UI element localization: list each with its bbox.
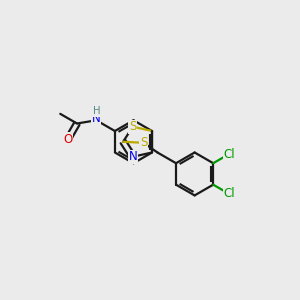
Text: H: H bbox=[93, 106, 100, 116]
Text: N: N bbox=[92, 112, 101, 125]
Text: S: S bbox=[129, 120, 136, 133]
Text: S: S bbox=[140, 136, 147, 149]
Text: N: N bbox=[128, 150, 137, 163]
Text: Cl: Cl bbox=[223, 148, 235, 160]
Text: Cl: Cl bbox=[223, 187, 235, 200]
Text: O: O bbox=[63, 133, 73, 146]
